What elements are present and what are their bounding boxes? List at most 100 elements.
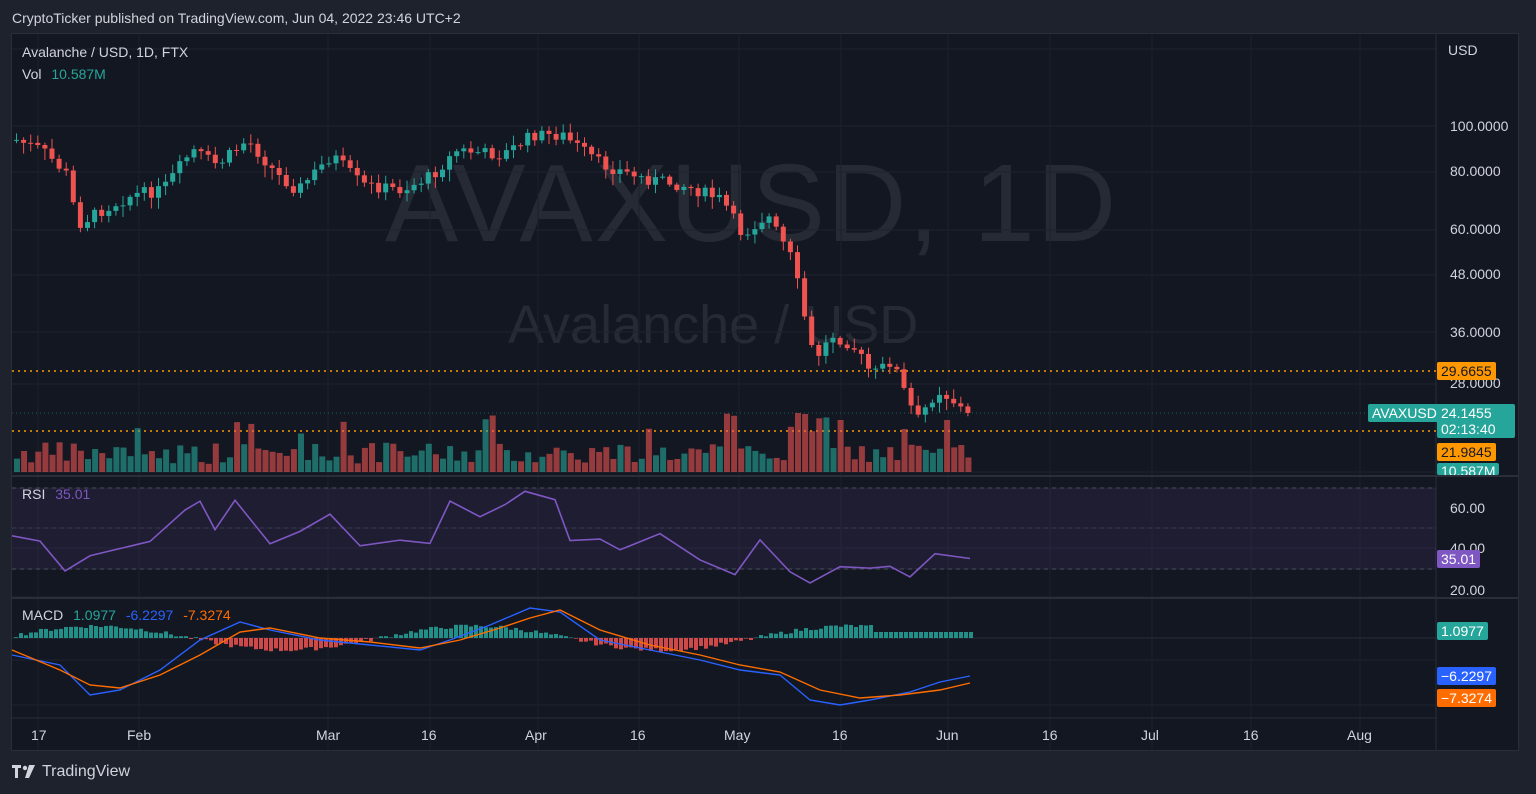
macd-histogram-bar — [244, 638, 248, 647]
macd-histogram-bar — [34, 632, 38, 638]
volume-bar — [958, 445, 965, 472]
macd-signal-tag: −7.3274 — [1437, 689, 1496, 707]
volume-bar — [333, 456, 340, 472]
macd-histogram-bar — [249, 638, 253, 647]
volume-bar — [716, 446, 723, 472]
macd-histogram-bar — [829, 625, 833, 638]
candle-body — [780, 226, 786, 242]
candle-body — [21, 139, 27, 143]
time-label: 16 — [1042, 727, 1058, 743]
macd-histogram-bar — [894, 632, 898, 638]
time-label: Feb — [127, 727, 152, 743]
candle-body — [922, 407, 928, 415]
volume-bar — [667, 459, 674, 472]
macd-histogram-bar — [544, 632, 548, 638]
rsi-line — [11, 490, 971, 584]
volume-legend: Vol 10.587M — [22, 66, 106, 82]
symbol-tag: AVAXUSD — [1368, 404, 1441, 422]
volume-bar — [383, 442, 390, 472]
volume-bar — [425, 443, 432, 472]
candle-body — [958, 403, 964, 407]
macd-histogram-bar — [104, 625, 108, 638]
macd-histogram-bar — [304, 638, 308, 648]
macd-histogram-bar — [944, 632, 948, 638]
macd-histogram-bar — [694, 638, 698, 651]
volume-bar — [489, 415, 496, 472]
macd-histogram-bar — [734, 638, 738, 641]
candle-body — [198, 149, 204, 152]
candle-body — [219, 162, 225, 164]
macd-histogram-bar — [379, 636, 383, 638]
macd-histogram-bar — [929, 632, 933, 638]
volume-bar — [148, 451, 155, 472]
macd-histogram-bar — [494, 627, 498, 638]
volume-bar — [880, 457, 887, 472]
publish-info: CryptoTicker published on TradingView.co… — [12, 10, 461, 26]
symbol-watermark: AVAXUSD, 1D — [385, 142, 1119, 265]
macd-histogram-bar — [909, 632, 913, 638]
macd-histogram-bar — [154, 632, 158, 638]
volume-bar — [894, 460, 901, 472]
macd-histogram-bar — [49, 630, 53, 638]
candle-body — [929, 402, 935, 408]
macd-histogram-bar — [24, 635, 28, 638]
macd-histogram-bar — [64, 627, 68, 638]
candle-body — [283, 174, 289, 187]
macd-histogram-bar — [384, 636, 388, 638]
candle-body — [738, 213, 744, 235]
macd-histogram-bar — [924, 632, 928, 638]
volume-bar — [28, 462, 35, 472]
volume-bar — [305, 459, 312, 472]
macd-histogram-bar — [189, 638, 193, 640]
volume-bar — [745, 446, 752, 472]
candle-body — [582, 142, 587, 147]
macd-hist-tag: 1.0977 — [1437, 622, 1488, 640]
macd-histogram-bar — [394, 634, 398, 638]
candle-body — [432, 172, 438, 178]
volume-bar — [503, 450, 510, 472]
candle-body — [376, 182, 382, 193]
macd-histogram-bar — [509, 629, 513, 638]
macd-histogram-bar — [229, 638, 233, 648]
macd-histogram-bar — [514, 627, 518, 638]
horizontal-levels — [12, 370, 1436, 432]
candle-body — [553, 133, 559, 140]
macd-histogram-bar — [479, 626, 483, 638]
macd-histogram-bar — [849, 625, 853, 638]
volume-bar — [929, 452, 936, 472]
macd-histogram-bar — [859, 624, 863, 638]
volume-bar — [21, 451, 28, 472]
candle-body — [887, 363, 893, 367]
candle-body — [617, 169, 623, 174]
candle-body — [14, 139, 19, 141]
macd-histogram-bar — [359, 638, 363, 641]
volume-bar — [262, 450, 269, 472]
macd-histogram-bar — [669, 638, 673, 652]
volume-bar — [617, 444, 624, 472]
candle-body — [127, 196, 133, 206]
volume-bar — [376, 462, 383, 472]
volume-bars — [14, 413, 972, 472]
chart-panel[interactable] — [11, 33, 1519, 751]
macd-line-tag: −6.2297 — [1437, 667, 1496, 685]
tradingview-logo[interactable]: TradingView — [12, 763, 130, 781]
symbol-title[interactable]: Avalanche / USD, 1D, FTX — [22, 44, 189, 60]
macd-histogram-bar — [414, 632, 418, 638]
macd-histogram-bar — [254, 638, 258, 650]
volume-bar — [610, 458, 617, 472]
candle-body — [205, 151, 211, 155]
candle-body — [525, 132, 531, 146]
rsi-label: RSI — [22, 486, 46, 502]
currency-label[interactable]: USD — [1448, 42, 1478, 58]
volume-bar — [212, 443, 219, 472]
candle-body — [333, 155, 339, 164]
volume-bar — [418, 450, 425, 472]
volume-bar — [219, 462, 226, 472]
volume-bar — [937, 448, 943, 472]
candle-body — [184, 157, 190, 162]
volume-bar — [127, 456, 134, 472]
macd-histogram-bar — [684, 638, 688, 650]
volume-bar — [532, 462, 539, 472]
volume-bar — [184, 453, 191, 472]
